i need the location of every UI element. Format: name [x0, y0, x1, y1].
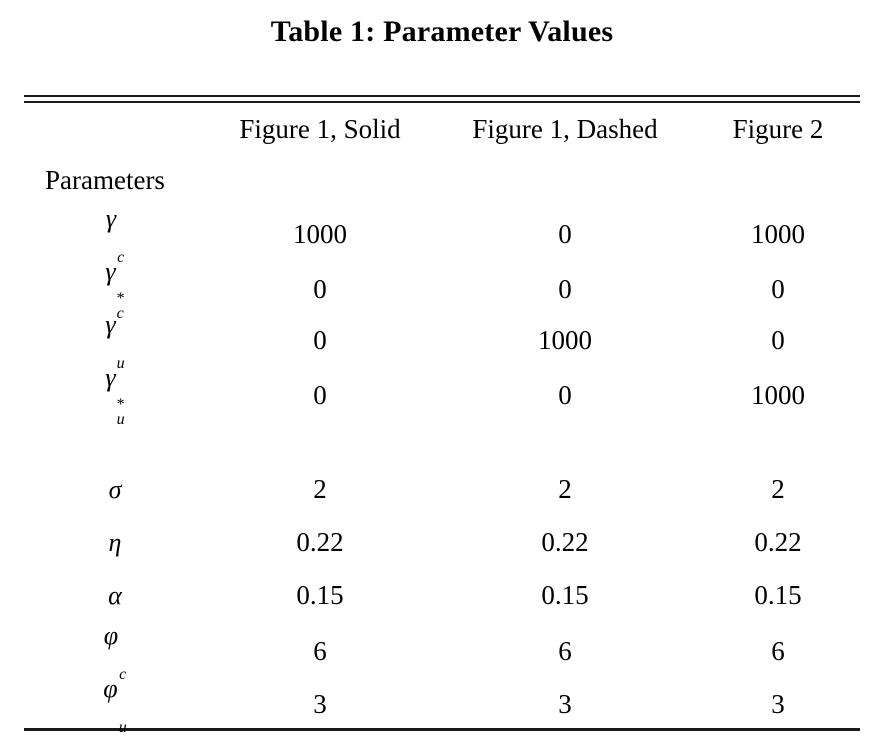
greek-letter: γ: [105, 310, 116, 339]
parameter-value-col2: 2: [558, 474, 572, 504]
bottom-rule: [24, 728, 860, 731]
table-row: α 0.15 0.15 0.15: [24, 569, 860, 622]
parameter-value-col1: 0: [313, 325, 327, 356]
greek-letter: σ: [108, 475, 122, 504]
table-row: γ * c 0 0 0: [24, 258, 860, 322]
parameter-value-col2: 0.15: [541, 580, 589, 610]
symbol-subsup: u: [117, 341, 125, 371]
parameter-value-col3: 1000: [751, 219, 805, 250]
greek-letter: φ: [103, 621, 119, 650]
parameter-value-col3: 2: [771, 474, 785, 504]
symbol-subscript: c: [116, 304, 124, 322]
parameter-value-col1: 0.15: [296, 580, 344, 610]
parameter-value-col2: 0: [558, 219, 572, 250]
parameter-value-col2: 0: [558, 379, 572, 410]
greek-letter: φ: [103, 674, 118, 703]
parameter-value-col2: 1000: [538, 325, 592, 356]
document-page: Table 1: Parameter Values Figure 1, Soli…: [0, 14, 890, 749]
symbol-subscript: c: [117, 248, 125, 266]
parameter-symbol: α: [24, 582, 206, 609]
symbol-subscript: u: [116, 410, 125, 428]
table-header-row: Figure 1, Solid Figure 1, Dashed Figure …: [24, 103, 860, 155]
parameter-value-col3: 3: [771, 689, 785, 720]
parameter-value-col3: 0.15: [754, 580, 802, 610]
parameter-value-col3: 1000: [751, 379, 805, 410]
parameter-value-col1: 0.22: [296, 527, 344, 557]
parameter-symbol: σ: [24, 476, 206, 503]
symbol-subscript: u: [116, 354, 125, 372]
symbol-subsup: c: [117, 235, 124, 265]
parameter-value-col3: 0: [771, 325, 785, 356]
parameter-table: Figure 1, Solid Figure 1, Dashed Figure …: [24, 95, 860, 736]
parameter-symbol: η: [24, 529, 206, 556]
parameter-symbol: γ * c: [24, 257, 206, 322]
parameter-value-col2: 0.22: [541, 527, 589, 557]
table-row: η 0.22 0.22 0.22: [24, 516, 860, 569]
parameter-value-col3: 6: [771, 636, 785, 667]
parameter-value-col1: 1000: [293, 219, 347, 250]
parameters-group-row: Parameters: [24, 155, 860, 205]
greek-letter: γ: [105, 204, 117, 233]
parameter-value-col1: 2: [313, 474, 327, 504]
parameter-value-col2: 6: [558, 636, 572, 667]
table-row: γ * u 0 0 1000: [24, 364, 860, 428]
symbol-superscript: *: [116, 289, 125, 307]
column-header-figure2: Figure 2: [732, 113, 824, 144]
parameter-value-col2: 3: [558, 689, 572, 720]
parameter-symbol: γ * u: [24, 363, 206, 428]
symbol-subscript: c: [119, 665, 127, 683]
symbol-subsup: * u: [116, 395, 125, 428]
parameter-value-col2: 0: [558, 273, 572, 304]
symbol-subscript: u: [118, 718, 127, 736]
table-row: σ 2 2 2: [24, 463, 860, 516]
parameter-value-col1: 6: [313, 636, 327, 667]
greek-letter: α: [108, 581, 122, 610]
greek-letter: γ: [105, 257, 116, 286]
parameters-group-label: Parameters: [45, 164, 165, 195]
symbol-subsup: u: [119, 705, 127, 735]
table-title: Table 1: Parameter Values: [270, 15, 614, 48]
greek-letter: γ: [105, 363, 116, 392]
greek-letter: η: [108, 528, 122, 557]
symbol-subsup: c: [119, 652, 126, 682]
parameter-value-col1: 0: [313, 273, 327, 304]
column-header-figure1-dashed: Figure 1, Dashed: [472, 113, 658, 144]
top-double-rule: [24, 95, 860, 103]
symbol-subsup: * c: [116, 289, 125, 322]
column-header-figure1-solid: Figure 1, Solid: [239, 113, 401, 144]
symbol-superscript: *: [116, 395, 125, 413]
parameter-value-col3: 0.22: [754, 527, 802, 557]
parameter-value-col3: 0: [771, 273, 785, 304]
parameter-value-col1: 3: [313, 689, 327, 720]
parameter-value-col1: 0: [313, 379, 327, 410]
